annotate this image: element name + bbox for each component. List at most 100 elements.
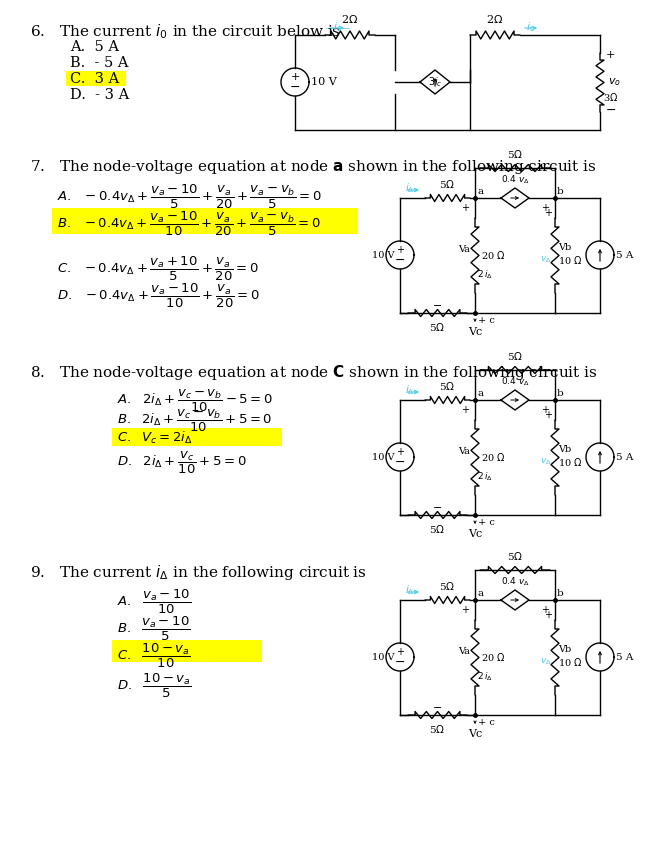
Text: 10 $\Omega$: 10 $\Omega$ [558,656,582,668]
Text: $i_{\Delta}$: $i_{\Delta}$ [405,583,415,597]
Text: b: b [557,389,564,398]
Text: a: a [477,589,483,598]
Text: Va: Va [458,448,470,456]
Text: +: + [291,72,300,82]
Text: +: + [544,410,552,420]
Text: $C.\ \ V_c = 2i_{\Delta}$: $C.\ \ V_c = 2i_{\Delta}$ [117,430,193,446]
Text: +: + [541,405,549,415]
Text: $0.4\ v_{\Delta}$: $0.4\ v_{\Delta}$ [500,173,530,186]
Text: −: − [606,104,617,117]
Text: b: b [557,187,564,196]
Text: $i_{\Delta}$: $i_{\Delta}$ [405,181,415,195]
Text: +: + [461,605,469,615]
Text: Va: Va [458,648,470,656]
Text: −: − [433,301,442,311]
Text: $B.\ \ -0.4v_{\Delta} + \dfrac{v_a-10}{10} + \dfrac{v_a}{20} + \dfrac{v_a-v_b}{5: $B.\ \ -0.4v_{\Delta} + \dfrac{v_a-10}{1… [57,210,321,238]
Text: 5$\Omega$: 5$\Omega$ [507,550,523,562]
Text: Vb: Vb [558,444,571,454]
Text: 10 V: 10 V [373,250,395,260]
Text: $2\,i_{\Delta}$: $2\,i_{\Delta}$ [477,671,493,683]
Text: 5 A: 5 A [616,453,633,462]
Text: 5$\Omega$: 5$\Omega$ [440,178,456,190]
Text: $A.\ \ \dfrac{v_a-10}{10}$: $A.\ \ \dfrac{v_a-10}{10}$ [117,588,191,617]
Text: +: + [461,405,469,415]
Text: $C.\ \ -0.4v_{\Delta} + \dfrac{v_a+10}{5} + \dfrac{v_a}{20} = 0$: $C.\ \ -0.4v_{\Delta} + \dfrac{v_a+10}{5… [57,255,259,283]
Text: $v_{\Delta}$: $v_{\Delta}$ [540,456,552,468]
Text: 5$\Omega$: 5$\Omega$ [507,350,523,362]
Text: −: − [433,703,442,713]
Text: b: b [557,589,564,598]
Text: +: + [461,203,469,213]
Text: 5 A: 5 A [616,250,633,260]
Text: 2$\Omega$: 2$\Omega$ [486,13,504,25]
Text: 5$\Omega$: 5$\Omega$ [430,321,446,333]
Text: $B.\ \ \dfrac{v_a-10}{5}$: $B.\ \ \dfrac{v_a-10}{5}$ [117,615,190,643]
Text: $2\,i_{\Delta}$: $2\,i_{\Delta}$ [477,268,493,281]
Text: 7.   The node-voltage equation at node $\mathbf{a}$ shown in the following circu: 7. The node-voltage equation at node $\m… [30,158,597,176]
Text: −: − [433,503,442,513]
Text: +: + [541,605,549,615]
Text: 10 V: 10 V [373,652,395,662]
Bar [52,208,357,234]
Text: Va: Va [458,245,470,255]
Text: 10 V: 10 V [373,453,395,462]
Text: +: + [606,50,615,60]
Text: −: − [395,656,405,669]
Text: 3$\Omega$: 3$\Omega$ [603,91,618,103]
Text: + c: + c [478,518,495,527]
Text: A.  5 A: A. 5 A [70,40,119,54]
Text: +: + [396,447,404,457]
Text: Vc: Vc [468,729,482,739]
Text: Vc: Vc [468,327,482,337]
Text: $i_c$: $i_c$ [526,20,536,34]
Text: 10 $\Omega$: 10 $\Omega$ [558,254,582,266]
Text: 2$\Omega$: 2$\Omega$ [341,13,359,25]
Text: 20 $\Omega$: 20 $\Omega$ [481,249,506,261]
Text: −: − [290,81,300,94]
Text: +: + [541,203,549,213]
Text: $0.4\ v_{\Delta}$: $0.4\ v_{\Delta}$ [500,376,530,388]
Text: 20 $\Omega$: 20 $\Omega$ [481,451,506,463]
Text: $A.\ \ 2i_{\Delta} + \dfrac{v_c-v_b}{10} - 5 = 0$: $A.\ \ 2i_{\Delta} + \dfrac{v_c-v_b}{10}… [117,388,273,414]
Text: Vb: Vb [558,644,571,654]
Text: 5$\Omega$: 5$\Omega$ [440,380,456,392]
Text: $v_o$: $v_o$ [608,76,621,88]
Text: B.  - 5 A: B. - 5 A [70,56,128,70]
Text: 6.   The current $i_0$ in the circuit below is: 6. The current $i_0$ in the circuit belo… [30,22,341,41]
Text: 10 $\Omega$: 10 $\Omega$ [558,456,582,468]
Text: 5 A: 5 A [616,652,633,662]
Text: $B.\ \ 2i_{\Delta} + \dfrac{v_c-v_b}{10} + 5 = 0$: $B.\ \ 2i_{\Delta} + \dfrac{v_c-v_b}{10}… [117,408,273,434]
Text: a: a [477,389,483,398]
Text: Vc: Vc [468,529,482,539]
Text: C.  3 A: C. 3 A [70,72,120,86]
Text: $i_c$: $i_c$ [333,20,342,34]
Text: 5$\Omega$: 5$\Omega$ [430,523,446,535]
Text: + c: + c [478,718,495,727]
Text: +: + [396,245,404,255]
Bar [66,71,126,86]
Text: $i_{\Delta}$: $i_{\Delta}$ [405,383,415,397]
Text: $v_{\Delta}$: $v_{\Delta}$ [540,255,552,265]
Text: $v_{\Delta}$: $v_{\Delta}$ [540,656,552,667]
Text: D.  - 3 A: D. - 3 A [70,88,129,102]
Text: $D.\ \ 2i_{\Delta} + \dfrac{v_c}{10} + 5 = 0$: $D.\ \ 2i_{\Delta} + \dfrac{v_c}{10} + 5… [117,450,246,476]
Text: 8.   The node-voltage equation at node $\mathbf{C}$ shown in the following circu: 8. The node-voltage equation at node $\m… [30,363,598,382]
Text: 5$\Omega$: 5$\Omega$ [507,148,523,160]
Text: 20 $\Omega$: 20 $\Omega$ [481,651,506,663]
Text: 5$\Omega$: 5$\Omega$ [430,723,446,735]
Text: +: + [544,208,552,218]
Text: $A.\ \ -0.4v_{\Delta} + \dfrac{v_a-10}{5} + \dfrac{v_a}{20} + \dfrac{v_a-v_b}{5}: $A.\ \ -0.4v_{\Delta} + \dfrac{v_a-10}{5… [57,183,321,211]
Text: a: a [477,187,483,196]
Text: $3i_c$: $3i_c$ [428,75,442,89]
Text: 10 V: 10 V [311,77,337,87]
Text: $D.\ \ -0.4v_{\Delta} + \dfrac{v_a-10}{10} + \dfrac{v_a}{20} = 0$: $D.\ \ -0.4v_{\Delta} + \dfrac{v_a-10}{1… [57,282,260,310]
Text: +: + [396,647,404,657]
Text: $D.\ \ \dfrac{10-v_a}{5}$: $D.\ \ \dfrac{10-v_a}{5}$ [117,672,192,701]
Bar [112,428,282,446]
Text: −: − [395,456,405,469]
Text: Vb: Vb [558,242,571,251]
Text: 9.   The current $i_{\Delta}$ in the following circuit is: 9. The current $i_{\Delta}$ in the follo… [30,563,367,582]
Text: 5$\Omega$: 5$\Omega$ [440,580,456,592]
Text: −: − [395,254,405,267]
Bar [112,640,262,662]
